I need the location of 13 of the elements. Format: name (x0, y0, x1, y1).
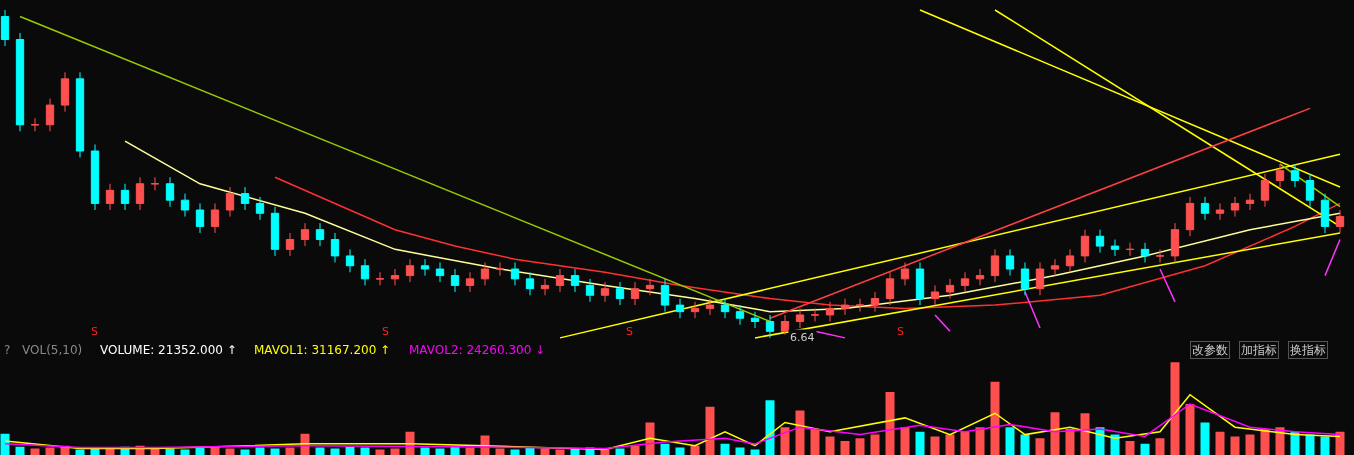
text: VOLUME: 21352.000 ↑ (100, 343, 237, 357)
text: VOL(5,10) (22, 343, 83, 357)
annotation: S (91, 325, 98, 338)
text: MAVOL1: 31167.200 ↑ (254, 343, 391, 357)
text: MAVOL2: 24260.300 ↓ (409, 343, 546, 357)
text: 改参数 (1192, 343, 1228, 357)
annotation: 6.64 (790, 331, 815, 344)
annotation: S (897, 325, 904, 338)
text: 加指标 (1241, 343, 1277, 357)
text: ? (4, 343, 11, 357)
annotation: S (382, 325, 389, 338)
annotation: S (626, 325, 633, 338)
text: 换指标 (1290, 343, 1326, 357)
